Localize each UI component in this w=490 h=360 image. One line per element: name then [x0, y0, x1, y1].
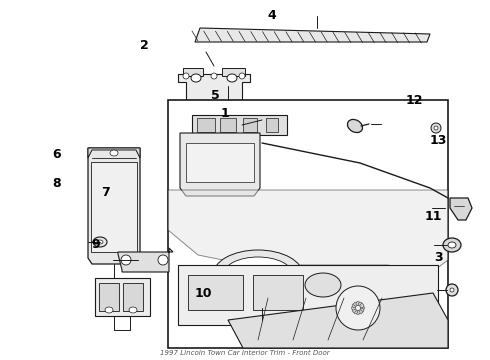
- Text: 8: 8: [52, 177, 61, 190]
- Polygon shape: [195, 28, 430, 42]
- Polygon shape: [183, 68, 203, 76]
- Bar: [192, 115, 287, 135]
- Bar: [253, 275, 303, 310]
- Ellipse shape: [110, 150, 118, 156]
- Bar: [197, 118, 215, 132]
- Bar: [123, 283, 143, 311]
- Bar: [95, 278, 150, 316]
- Text: 2: 2: [140, 39, 149, 51]
- Text: 1: 1: [221, 107, 230, 120]
- Polygon shape: [178, 74, 250, 100]
- Ellipse shape: [158, 255, 168, 265]
- Text: 4: 4: [268, 9, 276, 22]
- Bar: [266, 118, 278, 132]
- Ellipse shape: [443, 238, 461, 252]
- Ellipse shape: [360, 304, 364, 308]
- Ellipse shape: [356, 302, 360, 306]
- Polygon shape: [118, 248, 173, 272]
- Polygon shape: [168, 190, 448, 275]
- Ellipse shape: [356, 310, 360, 315]
- Ellipse shape: [354, 310, 358, 314]
- Ellipse shape: [121, 255, 131, 265]
- Text: 10: 10: [195, 287, 212, 300]
- Ellipse shape: [358, 302, 362, 306]
- Ellipse shape: [336, 286, 380, 330]
- Ellipse shape: [183, 73, 189, 79]
- Text: 7: 7: [101, 186, 110, 199]
- Ellipse shape: [347, 120, 363, 132]
- Ellipse shape: [223, 257, 293, 293]
- Ellipse shape: [191, 74, 201, 82]
- Polygon shape: [88, 148, 140, 158]
- Ellipse shape: [93, 237, 107, 247]
- Bar: [186, 143, 254, 182]
- Bar: [178, 265, 438, 325]
- Ellipse shape: [352, 304, 356, 308]
- Ellipse shape: [434, 126, 438, 130]
- Ellipse shape: [354, 302, 358, 306]
- Ellipse shape: [360, 308, 364, 312]
- Bar: [99, 283, 119, 311]
- Text: 11: 11: [425, 210, 442, 222]
- Ellipse shape: [448, 242, 456, 248]
- Text: 6: 6: [52, 148, 61, 161]
- Text: 9: 9: [91, 238, 100, 251]
- Ellipse shape: [450, 288, 454, 292]
- Ellipse shape: [97, 240, 103, 244]
- Text: 12: 12: [405, 94, 423, 107]
- Polygon shape: [450, 198, 472, 220]
- Polygon shape: [228, 293, 448, 348]
- Ellipse shape: [305, 273, 341, 297]
- Ellipse shape: [213, 250, 303, 300]
- Ellipse shape: [105, 307, 113, 313]
- Bar: [240, 280, 285, 308]
- Bar: [188, 275, 243, 310]
- Bar: [168, 100, 448, 348]
- Ellipse shape: [239, 73, 245, 79]
- Ellipse shape: [129, 307, 137, 313]
- Ellipse shape: [446, 284, 458, 296]
- Bar: [243, 283, 260, 305]
- Text: 13: 13: [430, 134, 447, 147]
- Ellipse shape: [352, 308, 356, 312]
- Ellipse shape: [358, 310, 362, 314]
- Polygon shape: [88, 148, 140, 264]
- Ellipse shape: [361, 306, 365, 310]
- Bar: [91, 162, 137, 252]
- Bar: [220, 118, 236, 132]
- Ellipse shape: [431, 123, 441, 133]
- Text: 3: 3: [434, 251, 443, 264]
- Text: 5: 5: [211, 89, 220, 102]
- Ellipse shape: [211, 73, 217, 79]
- Bar: [264, 283, 281, 305]
- Ellipse shape: [227, 74, 237, 82]
- Text: 1997 Lincoln Town Car Interior Trim - Front Door: 1997 Lincoln Town Car Interior Trim - Fr…: [160, 350, 330, 356]
- Bar: [243, 118, 257, 132]
- Ellipse shape: [351, 306, 356, 310]
- Polygon shape: [222, 68, 245, 76]
- Ellipse shape: [247, 300, 255, 306]
- Polygon shape: [180, 133, 260, 196]
